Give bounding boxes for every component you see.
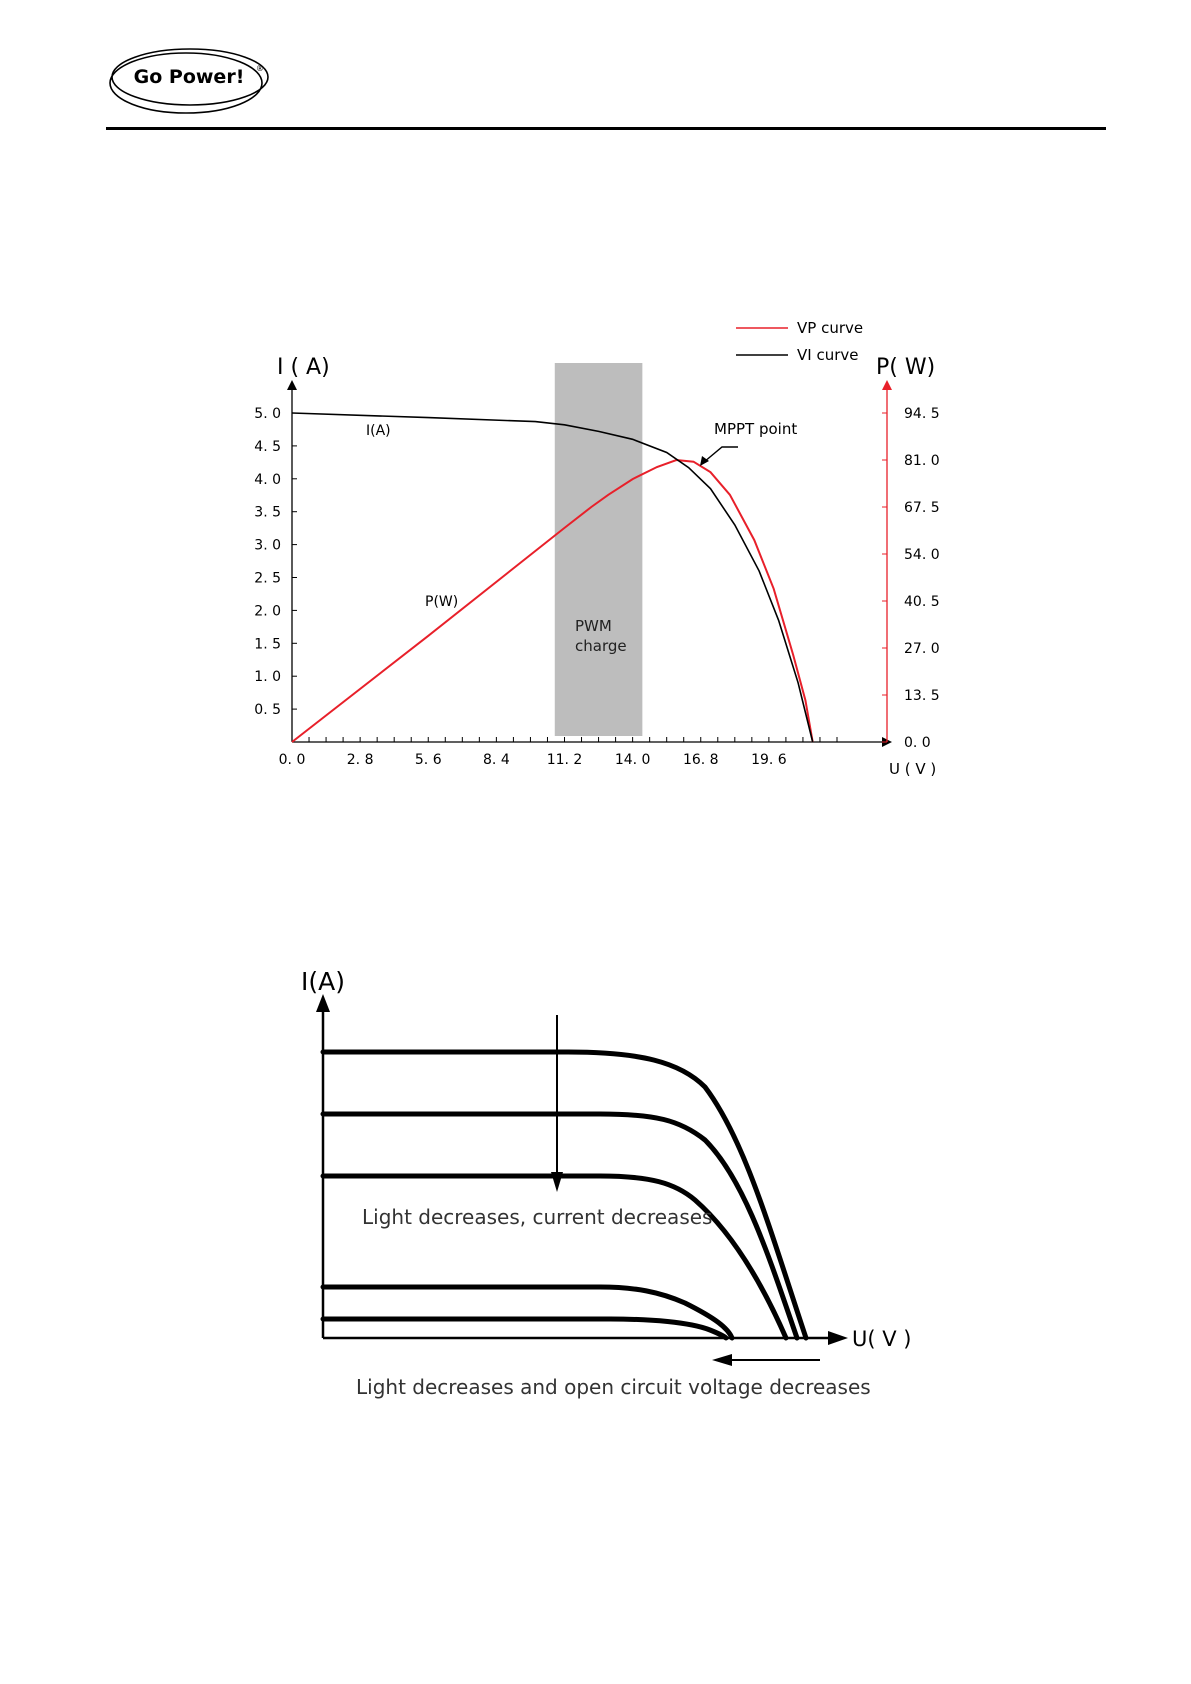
x-minor-ticks — [308, 737, 838, 742]
x-tick-label: 2. 8 — [347, 752, 374, 768]
vp-curve-line — [291, 458, 814, 743]
y-left-tick-label: 3. 5 — [254, 505, 281, 521]
y-right-tick-label: 81. 0 — [904, 453, 940, 469]
x-tick-label: 8. 4 — [483, 752, 510, 768]
y-left-tick-label: 1. 0 — [254, 669, 281, 685]
y-left-axis-label: I ( A) — [277, 355, 330, 380]
x-tick-label: 19. 6 — [751, 752, 787, 768]
x-axis-arrow — [828, 1331, 848, 1345]
y-right-axis-label: P( W) — [876, 355, 935, 380]
logo-text: Go Power! — [134, 66, 245, 88]
y-right-tick-label: 54. 0 — [904, 547, 940, 563]
legend-vp-label: VP curve — [797, 319, 863, 337]
i-series-label: I(A) — [366, 423, 391, 439]
current-decrease-arrowhead — [551, 1172, 563, 1192]
x-tick-label: 14. 0 — [615, 752, 651, 768]
y-right-tick-label: 94. 5 — [904, 406, 940, 422]
chart-legend: VP curve VI curve — [736, 319, 863, 364]
y-left-tick-label: 4. 0 — [254, 472, 281, 488]
pwm-label-line1: PWM — [575, 617, 612, 635]
x-axis-unit-label: U ( V ) — [889, 760, 936, 778]
legend-vi-label: VI curve — [797, 346, 858, 364]
mppt-label: MPPT point — [714, 420, 797, 438]
y-left-tick-label: 1. 5 — [254, 636, 281, 652]
x-tick-label: 11. 2 — [547, 752, 583, 768]
current-decrease-note: Light decreases, current decreases — [362, 1205, 712, 1229]
y-right-tick-label: 13. 5 — [904, 688, 940, 704]
x-tick-labels: 0. 0 2. 8 5. 6 8. 4 11. 2 14. 0 16. 8 19. 6 — [279, 752, 787, 768]
x-tick-label: 5. 6 — [415, 752, 442, 768]
y-left-tick-label: 5. 0 — [254, 406, 281, 422]
x-tick-label: 0. 0 — [279, 752, 306, 768]
pwm-label-line2: charge — [575, 637, 627, 655]
mppt-annotation: MPPT point — [700, 420, 797, 466]
go-power-logo: Go Power! ® — [109, 48, 269, 114]
y-left-tick-label: 3. 0 — [254, 538, 281, 554]
voltage-decrease-note: Light decreases and open circuit voltage… — [356, 1375, 871, 1399]
vi-curve-line — [291, 412, 814, 743]
y-left-tick-label: 2. 5 — [254, 571, 281, 587]
vi-vp-chart: PWM charge I ( A) P( W) U ( V ) 0. 0 2. 8… — [254, 319, 940, 778]
y-left-tick-label: 0. 5 — [254, 702, 281, 718]
iv-curve-2 — [320, 1111, 800, 1341]
y-axis-label: I(A) — [301, 967, 345, 996]
y-right-tick-label: 27. 0 — [904, 641, 940, 657]
p-series-label: P(W) — [425, 594, 458, 610]
iv-curve-4 — [320, 1284, 735, 1341]
header-divider — [106, 127, 1106, 130]
iv-curve-5 — [320, 1316, 729, 1341]
y-right-tick-label: 67. 5 — [904, 500, 940, 516]
y-right-axis-arrow — [882, 380, 892, 390]
y-right-tick-label: 40. 5 — [904, 594, 940, 610]
y-right-tick-label: 0. 0 — [904, 735, 931, 751]
y-right-ticks: 94. 5 81. 0 67. 5 54. 0 40. 5 27. 0 13. 5 0. 0 — [882, 406, 940, 751]
y-left-tick-label: 2. 0 — [254, 603, 281, 619]
light-effect-chart: I(A) U( V ) Light decreases, current dec… — [301, 967, 911, 1399]
iv-curve-3 — [320, 1173, 789, 1341]
iv-curve-1 — [320, 1049, 809, 1341]
logo-registered-mark: ® — [256, 64, 264, 73]
y-left-ticks: 5. 0 4. 5 4. 0 3. 5 3. 0 2. 5 2. 0 1. 5 1. 0 0. 5 — [254, 406, 297, 718]
x-tick-label: 16. 8 — [683, 752, 719, 768]
y-left-tick-label: 4. 5 — [254, 439, 281, 455]
pwm-charge-region: PWM charge — [554, 363, 643, 736]
y-axis-arrow — [316, 994, 330, 1012]
voltage-decrease-arrowhead — [712, 1354, 732, 1366]
iv-curve-family — [320, 1049, 809, 1341]
x-axis-label: U( V ) — [852, 1327, 911, 1351]
y-left-axis-arrow — [287, 380, 297, 390]
